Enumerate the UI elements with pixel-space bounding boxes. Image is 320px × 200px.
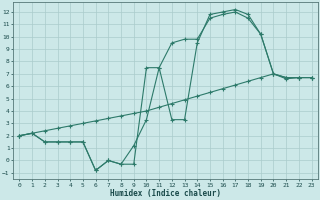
X-axis label: Humidex (Indice chaleur): Humidex (Indice chaleur) (110, 189, 221, 198)
